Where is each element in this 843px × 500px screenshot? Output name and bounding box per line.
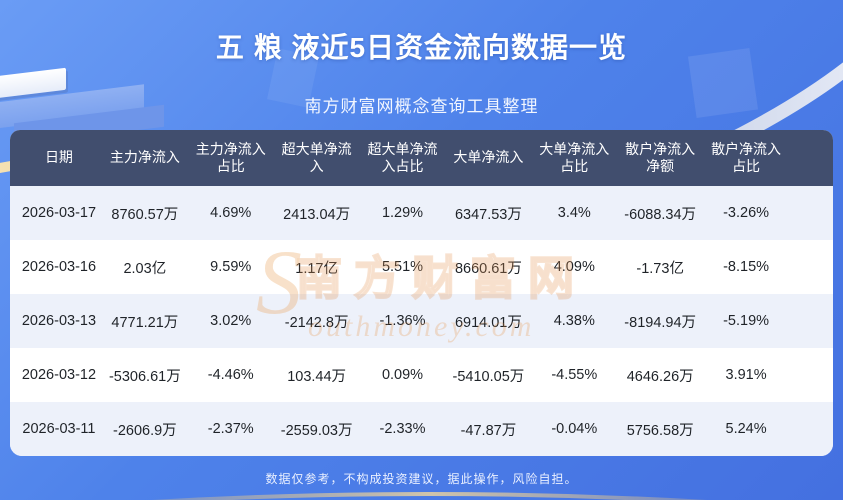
cell-super-large-net-inflow: -2142.8万 [284, 314, 349, 331]
column-header-super-large-net-inflow-ratio: 超大单净流入占比 [367, 140, 438, 175]
cell-main-net-inflow-ratio: -2.37% [207, 421, 254, 437]
column-header-retail-net-inflow: 散户净流入净额 [625, 140, 696, 175]
disclaimer-text: 数据仅参考，不构成投资建议，据此操作，风险自担。 [265, 472, 578, 486]
cell-retail-net-inflow: -8194.94万 [624, 314, 697, 331]
cell-main-net-inflow: 4771.21万 [111, 314, 179, 331]
cell-large-net-inflow: 8660.61万 [454, 260, 522, 277]
cell-main-net-inflow: 2.03亿 [123, 260, 167, 277]
cell-super-large-net-inflow: 2413.04万 [283, 206, 351, 223]
cell-large-net-inflow-ratio: 4.09% [553, 259, 595, 275]
cell-main-net-inflow: -2606.9万 [112, 422, 177, 439]
cell-date: 2026-03-16 [21, 259, 97, 275]
cell-super-large-net-inflow-ratio: -1.36% [379, 313, 426, 329]
cell-retail-net-inflow: 4646.26万 [626, 368, 694, 385]
column-header-date: 日期 [44, 149, 73, 166]
cell-large-net-inflow: -47.87万 [460, 422, 517, 439]
table-row: 2026-03-12 -5306.61万 -4.46% 103.44万 0.09… [10, 348, 833, 402]
column-header-large-net-inflow-ratio: 大单净流入占比 [539, 140, 610, 175]
table-row: 2026-03-11 -2606.9万 -2.37% -2559.03万 -2.… [10, 402, 833, 456]
cell-date: 2026-03-12 [21, 367, 97, 383]
banner: 五 粮 液近5日资金流向数据一览 南方财富网概念查询工具整理 [0, 0, 843, 117]
table-body: 2026-03-17 8760.57万 4.69% 2413.04万 1.29%… [10, 186, 833, 456]
cell-main-net-inflow: 8760.57万 [111, 206, 179, 223]
cell-super-large-net-inflow: -2559.03万 [280, 422, 353, 439]
cell-retail-net-inflow: 5756.58万 [626, 422, 694, 439]
cell-date: 2026-03-11 [22, 421, 96, 437]
cell-super-large-net-inflow-ratio: -2.33% [379, 421, 426, 437]
page-subtitle: 南方财富网概念查询工具整理 [304, 97, 539, 116]
data-table-card: 日期 主力净流入 主力净流入占比 超大单净流入 超大单净流入占比 大单净流入 大… [10, 130, 833, 456]
cell-large-net-inflow-ratio: 3.4% [557, 205, 591, 221]
cell-large-net-inflow-ratio: 4.38% [553, 313, 595, 329]
page-title: 五 粮 液近5日资金流向数据一览 [215, 32, 628, 63]
cell-main-net-inflow-ratio: 4.69% [210, 205, 252, 221]
column-header-large-net-inflow: 大单净流入 [453, 149, 524, 166]
cell-retail-net-inflow: -6088.34万 [624, 206, 697, 223]
cell-large-net-inflow: -5410.05万 [452, 368, 525, 385]
cell-date: 2026-03-17 [21, 205, 97, 221]
cell-large-net-inflow-ratio: -0.04% [551, 421, 598, 437]
column-header-retail-net-inflow-ratio: 散户净流入占比 [711, 140, 782, 175]
cell-large-net-inflow: 6347.53万 [454, 206, 522, 223]
column-header-main-net-inflow-ratio: 主力净流入占比 [195, 140, 266, 175]
column-header-main-net-inflow: 主力净流入 [109, 149, 180, 166]
cell-large-net-inflow-ratio: -4.55% [551, 367, 598, 383]
cell-super-large-net-inflow-ratio: 5.51% [381, 259, 424, 275]
cell-super-large-net-inflow-ratio: 0.09% [381, 367, 424, 383]
table-row: 2026-03-16 2.03亿 9.59% 1.17亿 5.51% 8660.… [10, 240, 833, 294]
cell-main-net-inflow-ratio: 9.59% [210, 259, 252, 275]
cell-retail-net-inflow-ratio: -5.19% [723, 313, 770, 329]
cell-date: 2026-03-13 [21, 313, 97, 329]
cell-retail-net-inflow: -1.73亿 [636, 260, 684, 277]
table-row: 2026-03-17 8760.57万 4.69% 2413.04万 1.29%… [10, 186, 833, 240]
cell-retail-net-inflow-ratio: -8.15% [723, 259, 770, 275]
cell-super-large-net-inflow: 103.44万 [287, 368, 347, 385]
cell-super-large-net-inflow-ratio: 1.29% [381, 205, 424, 221]
cell-retail-net-inflow-ratio: 3.91% [725, 367, 767, 383]
cell-super-large-net-inflow: 1.17亿 [295, 260, 338, 277]
table-header-row: 日期 主力净流入 主力净流入占比 超大单净流入 超大单净流入占比 大单净流入 大… [10, 130, 833, 186]
column-header-super-large-net-inflow: 超大单净流入 [281, 140, 352, 175]
cell-main-net-inflow-ratio: 3.02% [210, 313, 252, 329]
cell-main-net-inflow-ratio: -4.46% [207, 367, 254, 383]
cell-retail-net-inflow-ratio: 5.24% [725, 421, 767, 437]
cell-large-net-inflow: 6914.01万 [454, 314, 522, 331]
cell-retail-net-inflow-ratio: -3.26% [723, 205, 770, 221]
table-row: 2026-03-13 4771.21万 3.02% -2142.8万 -1.36… [10, 294, 833, 348]
cell-main-net-inflow: -5306.61万 [108, 368, 181, 385]
